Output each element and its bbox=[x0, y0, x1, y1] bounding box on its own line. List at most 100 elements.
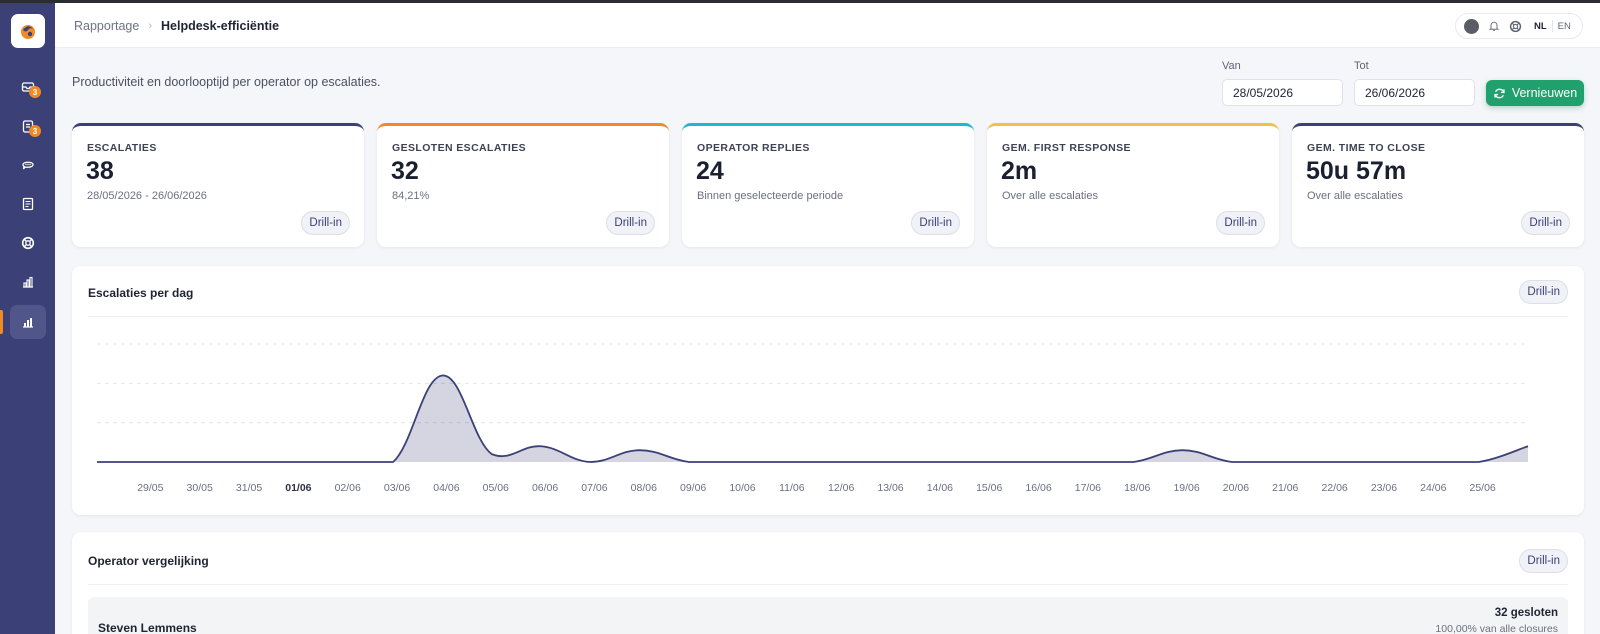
chart-data-point[interactable] bbox=[881, 456, 893, 468]
operator-divider bbox=[88, 584, 1568, 585]
x-tick-label: 19/06 bbox=[1173, 482, 1200, 494]
x-tick-label: 22/06 bbox=[1321, 482, 1348, 494]
operator-drill-in-button[interactable]: Drill-in bbox=[1519, 549, 1568, 573]
kpi-subtext: Over alle escalaties bbox=[1307, 190, 1403, 202]
operator-row[interactable]: Steven Lemmens 32 gesloten 100,00% van a… bbox=[88, 597, 1568, 634]
chart-data-point[interactable] bbox=[1029, 456, 1041, 468]
from-date-label: Van bbox=[1222, 60, 1241, 72]
language-nl[interactable]: NL bbox=[1534, 20, 1547, 32]
x-tick-label: 30/05 bbox=[186, 482, 213, 494]
refresh-button[interactable]: Vernieuwen bbox=[1486, 80, 1584, 106]
chart-data-point[interactable] bbox=[782, 456, 794, 468]
x-tick-label: 18/06 bbox=[1124, 482, 1151, 494]
kpi-subtext: 84,21% bbox=[392, 190, 430, 202]
drill-in-button[interactable]: Drill-in bbox=[1521, 211, 1570, 235]
chart-data-point[interactable] bbox=[486, 448, 498, 460]
chart-data-point[interactable] bbox=[831, 456, 843, 468]
x-tick-label: 23/06 bbox=[1370, 482, 1398, 494]
language-en[interactable]: EN bbox=[1557, 20, 1571, 32]
x-tick-label: 15/06 bbox=[976, 482, 1003, 494]
chart-area-fill bbox=[97, 375, 1528, 462]
chart-data-point[interactable] bbox=[1325, 456, 1337, 468]
drill-in-button[interactable]: Drill-in bbox=[301, 211, 350, 235]
window-top-strip bbox=[0, 0, 1600, 3]
chart-data-point[interactable] bbox=[1078, 456, 1090, 468]
kpi-card-gesloten-escalaties: GESLOTEN ESCALATIES 32 84,21% Drill-in bbox=[377, 123, 669, 247]
app-logo[interactable] bbox=[11, 14, 45, 48]
help-lifebuoy-icon[interactable] bbox=[1509, 20, 1522, 33]
kpi-label: ESCALATIES bbox=[87, 142, 157, 154]
x-tick-label: 06/06 bbox=[531, 482, 559, 494]
kpi-label: GEM. TIME TO CLOSE bbox=[1307, 142, 1426, 154]
x-tick-label: 05/06 bbox=[482, 482, 509, 494]
chart-data-point[interactable] bbox=[1423, 456, 1435, 468]
bell-icon[interactable] bbox=[1488, 20, 1500, 32]
x-tick-label: 31/05 bbox=[235, 482, 263, 494]
sidebar-item-inbox[interactable]: 3 bbox=[10, 70, 46, 104]
to-date-input[interactable] bbox=[1354, 79, 1475, 106]
chart-data-point[interactable] bbox=[91, 456, 103, 468]
x-tick-label: 13/06 bbox=[877, 482, 904, 494]
chart-data-point[interactable] bbox=[1275, 456, 1287, 468]
x-tick-label: 11/06 bbox=[779, 482, 805, 494]
chart-data-point[interactable] bbox=[1374, 456, 1386, 468]
from-date-input[interactable] bbox=[1222, 79, 1343, 106]
sidebar-item-clipboard[interactable]: 3 bbox=[10, 109, 46, 143]
chart-data-point[interactable] bbox=[584, 456, 596, 468]
sidebar-item-support[interactable] bbox=[10, 226, 46, 260]
chart-data-point[interactable] bbox=[239, 456, 251, 468]
chart-data-point[interactable] bbox=[140, 456, 152, 468]
page-subtitle: Productiviteit en doorlooptijd per opera… bbox=[72, 75, 381, 89]
chart-data-point[interactable] bbox=[683, 456, 695, 468]
x-tick-label: 17/06 bbox=[1074, 482, 1102, 494]
chart-data-point[interactable] bbox=[979, 456, 991, 468]
operator-comparison-panel: Operator vergelijking Drill-in Steven Le… bbox=[72, 532, 1584, 634]
sidebar-item-chat[interactable] bbox=[10, 148, 46, 182]
chart-data-point[interactable] bbox=[338, 456, 350, 468]
x-tick-label: 24/06 bbox=[1420, 482, 1447, 494]
chart-data-point[interactable] bbox=[387, 456, 399, 468]
kpi-card-escalaties: ESCALATIES 38 28/05/2026 - 26/06/2026 Dr… bbox=[72, 123, 364, 247]
sidebar-item-analytics[interactable] bbox=[10, 305, 46, 339]
x-tick-label: 07/06 bbox=[581, 482, 608, 494]
chart-data-point[interactable] bbox=[732, 456, 744, 468]
chart-data-point[interactable] bbox=[1522, 440, 1534, 452]
kpi-card-first-response: GEM. FIRST RESPONSE 2m Over alle escalat… bbox=[987, 123, 1279, 247]
drill-in-button[interactable]: Drill-in bbox=[911, 211, 960, 235]
theme-toggle[interactable] bbox=[1464, 18, 1479, 34]
x-tick-label: 01/06 bbox=[285, 482, 312, 494]
logo-icon bbox=[21, 25, 35, 39]
operator-closure-share: 100,00% van alle closures bbox=[1435, 623, 1558, 634]
chart-series-line bbox=[97, 374, 1529, 463]
drill-in-button[interactable]: Drill-in bbox=[606, 211, 655, 235]
chart-data-point[interactable] bbox=[190, 456, 202, 468]
sidebar-item-notes[interactable] bbox=[10, 187, 46, 221]
chart-data-point[interactable] bbox=[288, 456, 300, 468]
kpi-subtext: Over alle escalaties bbox=[1002, 190, 1098, 202]
operator-panel-title: Operator vergelijking bbox=[88, 554, 209, 568]
chart-data-point[interactable] bbox=[634, 444, 646, 456]
chart-data-point[interactable] bbox=[1226, 456, 1238, 468]
bar-chart-icon bbox=[23, 276, 33, 288]
chart-data-point[interactable] bbox=[1127, 456, 1139, 468]
chart-drill-in-button[interactable]: Drill-in bbox=[1519, 280, 1568, 304]
sidebar-item-reports[interactable] bbox=[10, 265, 46, 299]
chart-data-point[interactable] bbox=[436, 369, 448, 381]
inbox-badge: 3 bbox=[29, 86, 41, 98]
refresh-icon bbox=[1494, 88, 1505, 98]
chat-icon bbox=[22, 161, 34, 170]
chart-data-point[interactable] bbox=[1473, 456, 1485, 468]
x-tick-label: 09/06 bbox=[679, 482, 707, 494]
kpi-label: GESLOTEN ESCALATIES bbox=[392, 142, 526, 154]
top-header: Rapportage › Helpdesk-efficiëntie NL EN bbox=[55, 3, 1600, 48]
escalations-chart-panel: Escalaties per dag Drill-in 29/05 30/05 31… bbox=[72, 266, 1584, 515]
kpi-value: 24 bbox=[696, 157, 724, 185]
chart-data-point[interactable] bbox=[535, 440, 547, 452]
drill-in-button[interactable]: Drill-in bbox=[1216, 211, 1265, 235]
chart-title: Escalaties per dag bbox=[88, 286, 194, 300]
escalations-area-chart bbox=[91, 343, 1534, 468]
chart-data-point[interactable] bbox=[930, 456, 942, 468]
chart-data-point[interactable] bbox=[1177, 444, 1189, 456]
breadcrumb-parent-link[interactable]: Rapportage bbox=[74, 18, 140, 33]
lifebuoy-icon bbox=[21, 236, 35, 250]
